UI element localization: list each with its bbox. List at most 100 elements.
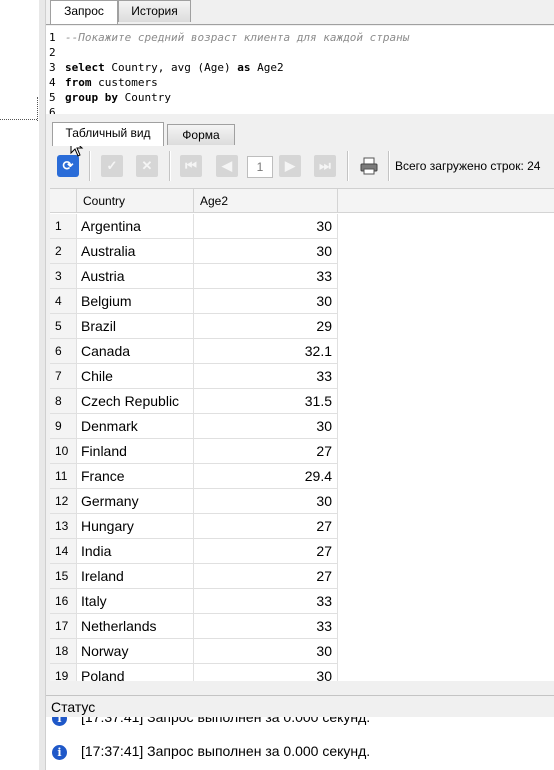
cell-country[interactable]: Germany [77,489,194,514]
tab-query[interactable]: Запрос [50,0,118,24]
column-header-age2[interactable]: Age2 [194,189,338,213]
table-row[interactable]: 15 Ireland 27 [50,564,554,589]
table-row[interactable]: 3 Austria 33 [50,264,554,289]
row-number: 8 [50,389,77,414]
cell-country[interactable]: Denmark [77,414,194,439]
cell-empty [338,614,554,639]
tab-form-view[interactable]: Форма [167,124,235,145]
table-row[interactable]: 8 Czech Republic 31.5 [50,389,554,414]
cell-country[interactable]: Hungary [77,514,194,539]
cell-age2[interactable]: 29 [194,314,338,339]
row-number: 12 [50,489,77,514]
cell-empty [338,539,554,564]
cell-empty [338,439,554,464]
results-grid[interactable]: Country Age2 1 Argentina 30 2 Australia 30 3 Au… [50,188,554,681]
cell-country[interactable]: Canada [77,339,194,364]
cell-age2[interactable]: 30 [194,239,338,264]
cell-country[interactable]: Australia [77,239,194,264]
cell-age2[interactable]: 33 [194,614,338,639]
cell-age2[interactable]: 32.1 [194,339,338,364]
code-line[interactable]: 5 group by Country [46,90,171,105]
table-row[interactable]: 18 Norway 30 [50,639,554,664]
table-row[interactable]: 10 Finland 27 [50,439,554,464]
column-header-country[interactable]: Country [77,189,194,213]
table-row[interactable]: 11 France 29.4 [50,464,554,489]
confirm-icon[interactable]: ✓ [101,155,123,177]
cell-empty [338,289,554,314]
cell-age2[interactable]: 27 [194,564,338,589]
cell-country[interactable]: India [77,539,194,564]
code-line[interactable]: 3 select Country, avg (Age) as Age2 [46,60,290,75]
cell-age2[interactable]: 27 [194,514,338,539]
panel-splitter[interactable] [39,0,46,770]
table-row[interactable]: 6 Canada 32.1 [50,339,554,364]
cell-age2[interactable]: 33 [194,264,338,289]
line-number: 1 [49,31,56,44]
cell-age2[interactable]: 31.5 [194,389,338,414]
cell-country[interactable]: Ireland [77,564,194,589]
cell-age2[interactable]: 33 [194,589,338,614]
table-row[interactable]: 9 Denmark 30 [50,414,554,439]
refresh-icon[interactable]: ⟳ [57,155,79,177]
sql-text: Age2 [250,61,291,74]
row-number: 16 [50,589,77,614]
query-tabs: Запрос История [46,0,554,25]
table-row[interactable]: 4 Belgium 30 [50,289,554,314]
cell-country[interactable]: Brazil [77,314,194,339]
tree-connector [0,119,37,120]
cell-age2[interactable]: 30 [194,214,338,239]
page-number-field[interactable]: 1 [247,156,273,178]
table-row[interactable]: 2 Australia 30 [50,239,554,264]
cell-age2[interactable]: 27 [194,439,338,464]
row-number: 11 [50,464,77,489]
cell-country[interactable]: Netherlands [77,614,194,639]
cell-country[interactable]: France [77,464,194,489]
first-page-icon[interactable]: ⏮ [180,155,202,177]
table-row[interactable]: 13 Hungary 27 [50,514,554,539]
code-line[interactable]: 1 --Покажите средний возраст клиента для … [46,30,409,45]
cell-empty [338,564,554,589]
cell-empty [338,339,554,364]
line-number: 2 [49,46,56,59]
cancel-icon[interactable]: ✕ [136,155,158,177]
cell-age2[interactable]: 30 [194,489,338,514]
cell-empty [338,489,554,514]
cell-country[interactable]: Czech Republic [77,389,194,414]
table-row[interactable]: 17 Netherlands 33 [50,614,554,639]
next-page-icon[interactable]: ▶ [279,155,301,177]
table-row[interactable]: 16 Italy 33 [50,589,554,614]
cell-country[interactable]: Austria [77,264,194,289]
cell-age2[interactable]: 30 [194,664,338,681]
code-line[interactable]: 6 [46,105,65,114]
cell-country[interactable]: Norway [77,639,194,664]
code-line[interactable]: 4 from customers [46,75,158,90]
table-row[interactable]: 14 India 27 [50,539,554,564]
sql-text: customers [91,76,158,89]
sql-editor[interactable]: 1 --Покажите средний возраст клиента для … [46,26,554,114]
cell-country[interactable]: Chile [77,364,194,389]
tab-grid-view[interactable]: Табличный вид [52,122,164,146]
cell-age2[interactable]: 27 [194,539,338,564]
cell-empty [338,464,554,489]
table-row[interactable]: 12 Germany 30 [50,489,554,514]
cell-country[interactable]: Belgium [77,289,194,314]
last-page-icon[interactable]: ⏭ [314,155,336,177]
cell-age2[interactable]: 30 [194,289,338,314]
table-row[interactable]: 1 Argentina 30 [50,214,554,239]
cell-age2[interactable]: 33 [194,364,338,389]
prev-page-icon[interactable]: ◀ [216,155,238,177]
code-line[interactable]: 2 [46,45,65,60]
cell-country[interactable]: Italy [77,589,194,614]
cell-age2[interactable]: 29.4 [194,464,338,489]
row-number: 13 [50,514,77,539]
cell-age2[interactable]: 30 [194,414,338,439]
cell-age2[interactable]: 30 [194,639,338,664]
print-icon[interactable] [358,155,380,177]
cell-country[interactable]: Finland [77,439,194,464]
cell-country[interactable]: Poland [77,664,194,681]
table-row[interactable]: 7 Chile 33 [50,364,554,389]
table-row[interactable]: 5 Brazil 29 [50,314,554,339]
table-row[interactable]: 19 Poland 30 [50,664,554,681]
tab-history[interactable]: История [118,0,191,22]
cell-country[interactable]: Argentina [77,214,194,239]
